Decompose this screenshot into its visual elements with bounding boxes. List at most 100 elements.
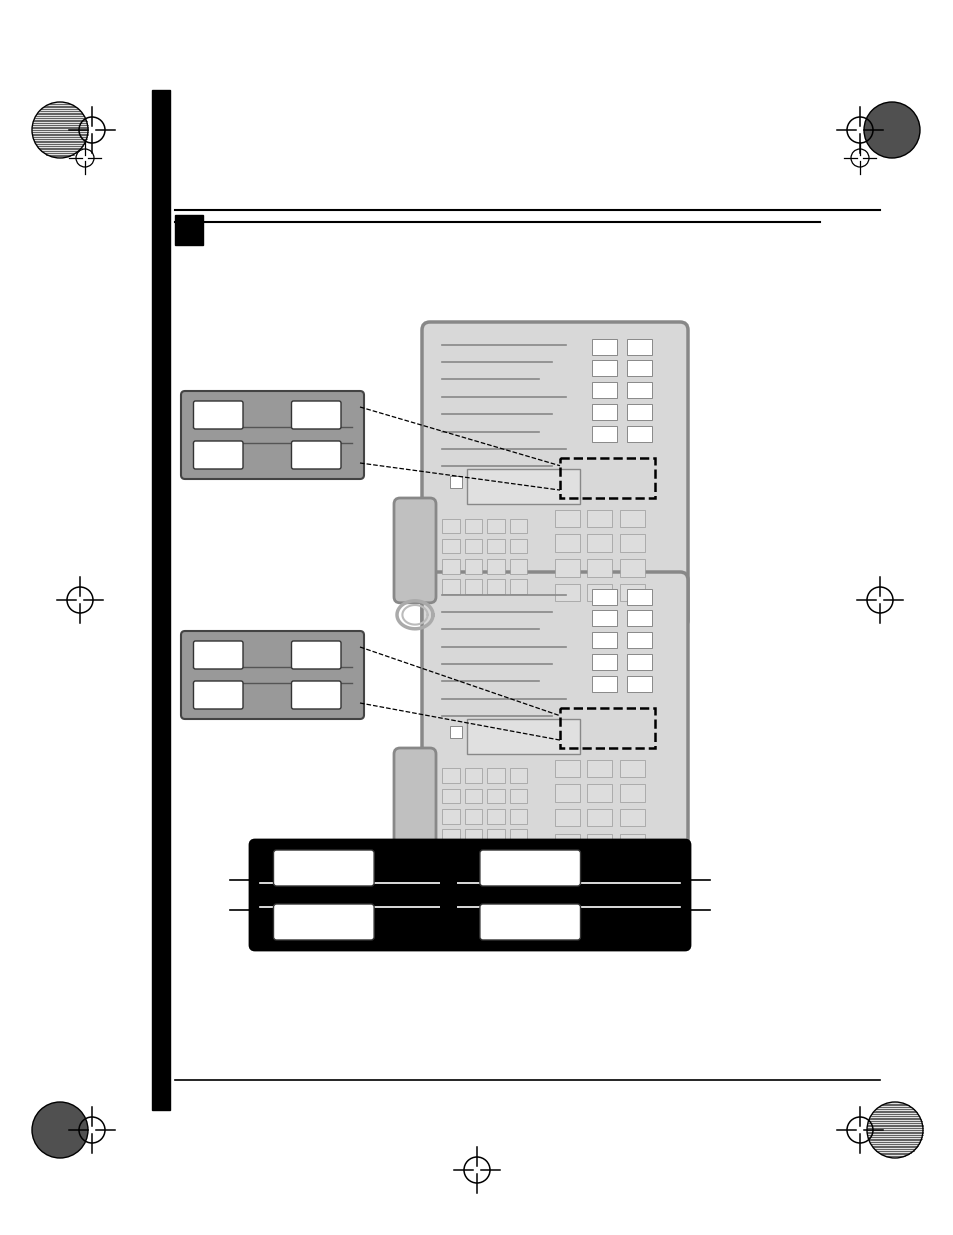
Bar <box>464 559 482 573</box>
FancyBboxPatch shape <box>479 904 579 940</box>
Bar <box>627 404 652 420</box>
Bar <box>510 538 527 553</box>
Bar <box>487 579 504 594</box>
FancyBboxPatch shape <box>394 498 436 603</box>
FancyBboxPatch shape <box>193 680 243 709</box>
Bar <box>555 809 579 826</box>
Bar <box>619 584 644 601</box>
Bar <box>592 632 617 648</box>
Bar <box>627 632 652 648</box>
Bar <box>555 784 579 802</box>
Bar <box>442 579 459 594</box>
Bar <box>627 589 652 605</box>
Bar <box>627 610 652 626</box>
Bar <box>510 559 527 573</box>
Bar <box>439 850 456 940</box>
Bar <box>587 834 612 851</box>
Bar <box>592 382 617 398</box>
Bar <box>627 676 652 692</box>
Bar <box>559 458 655 498</box>
FancyBboxPatch shape <box>250 840 689 950</box>
Bar <box>510 830 527 844</box>
FancyBboxPatch shape <box>274 904 374 940</box>
Bar <box>487 789 504 803</box>
Circle shape <box>863 103 919 158</box>
Bar <box>592 589 617 605</box>
Bar <box>587 784 612 802</box>
Bar <box>627 338 652 354</box>
Circle shape <box>32 103 88 158</box>
Bar <box>464 830 482 844</box>
Bar <box>627 382 652 398</box>
Bar <box>174 215 203 245</box>
Bar <box>587 809 612 826</box>
Bar <box>450 726 462 737</box>
Bar <box>619 535 644 552</box>
Bar <box>487 768 504 783</box>
Bar <box>442 789 459 803</box>
Bar <box>152 90 170 1110</box>
Bar <box>467 469 579 504</box>
FancyBboxPatch shape <box>193 641 243 669</box>
Bar <box>464 519 482 534</box>
Bar <box>464 789 482 803</box>
Bar <box>464 809 482 824</box>
FancyBboxPatch shape <box>292 680 340 709</box>
Bar <box>592 426 617 442</box>
Bar <box>450 477 462 488</box>
Bar <box>555 535 579 552</box>
Bar <box>627 361 652 377</box>
FancyBboxPatch shape <box>421 572 687 878</box>
FancyBboxPatch shape <box>181 391 364 479</box>
Bar <box>592 338 617 354</box>
Bar <box>510 519 527 534</box>
Bar <box>559 708 655 748</box>
Bar <box>442 519 459 534</box>
Bar <box>442 538 459 553</box>
Bar <box>487 519 504 534</box>
FancyBboxPatch shape <box>292 641 340 669</box>
Bar <box>619 559 644 577</box>
Bar <box>592 655 617 669</box>
Circle shape <box>866 1102 923 1158</box>
Bar <box>510 789 527 803</box>
Bar <box>619 784 644 802</box>
Bar <box>487 538 504 553</box>
Bar <box>442 559 459 573</box>
Bar <box>587 535 612 552</box>
Bar <box>619 834 644 851</box>
Bar <box>619 510 644 527</box>
Bar <box>587 559 612 577</box>
Bar <box>619 760 644 777</box>
Bar <box>442 809 459 824</box>
Circle shape <box>32 1102 88 1158</box>
Bar <box>555 760 579 777</box>
Bar <box>592 361 617 377</box>
Bar <box>464 538 482 553</box>
Bar <box>587 584 612 601</box>
Bar <box>555 834 579 851</box>
Bar <box>587 510 612 527</box>
Bar <box>592 610 617 626</box>
Bar <box>487 809 504 824</box>
FancyBboxPatch shape <box>193 441 243 469</box>
Bar <box>619 809 644 826</box>
FancyBboxPatch shape <box>394 748 436 853</box>
Bar <box>464 579 482 594</box>
FancyBboxPatch shape <box>193 401 243 429</box>
FancyBboxPatch shape <box>292 401 340 429</box>
Bar <box>555 584 579 601</box>
Bar <box>487 830 504 844</box>
Bar <box>487 559 504 573</box>
Bar <box>592 404 617 420</box>
FancyBboxPatch shape <box>479 850 579 885</box>
Bar <box>464 768 482 783</box>
Bar <box>467 719 579 755</box>
Bar <box>627 426 652 442</box>
Bar <box>510 579 527 594</box>
Bar <box>592 676 617 692</box>
Bar <box>627 655 652 669</box>
FancyBboxPatch shape <box>181 631 364 719</box>
Bar <box>510 768 527 783</box>
FancyBboxPatch shape <box>274 850 374 885</box>
